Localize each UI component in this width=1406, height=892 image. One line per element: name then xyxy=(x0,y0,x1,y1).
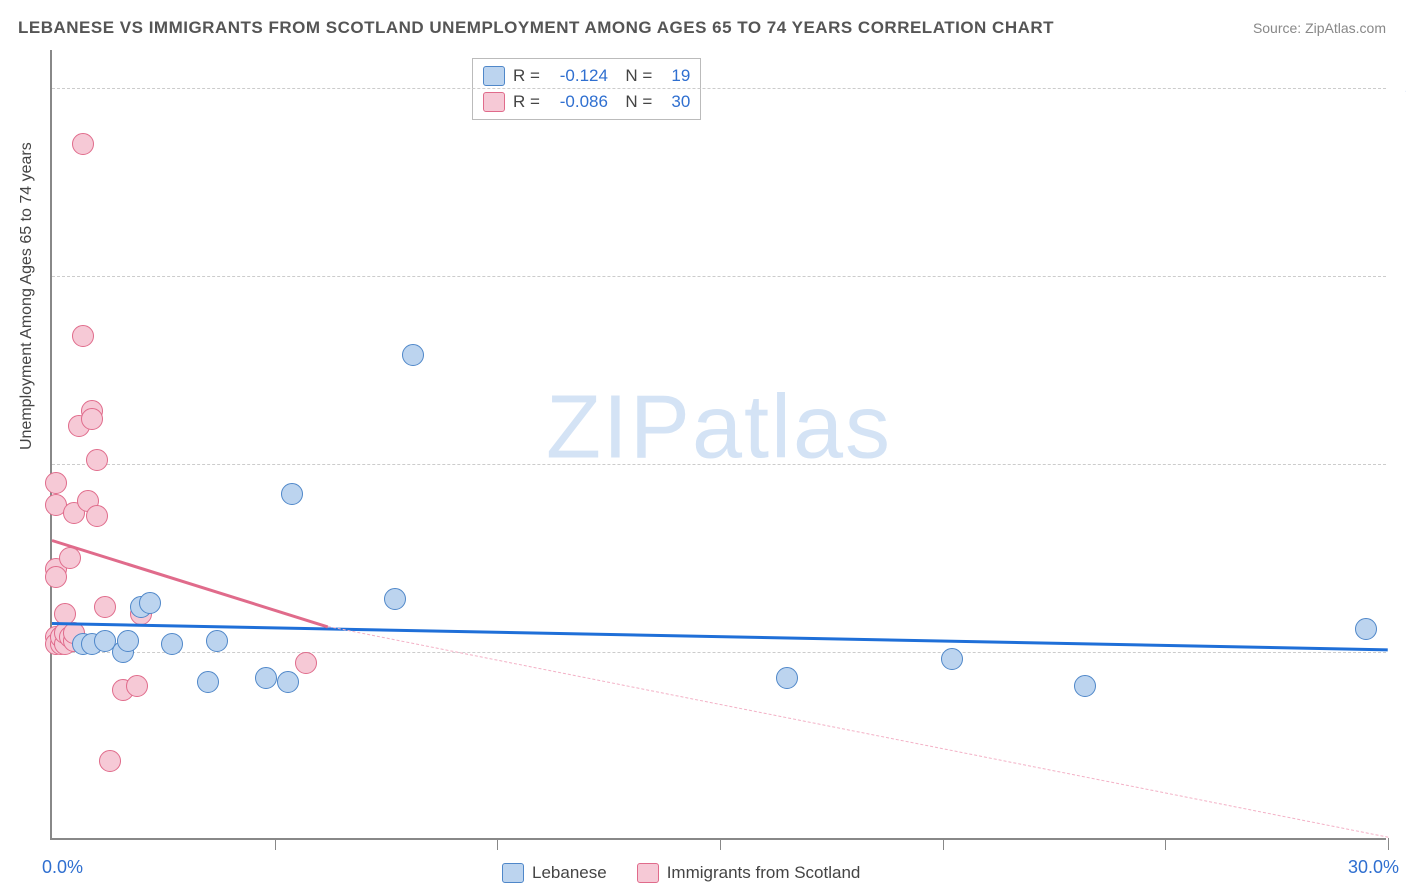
n-label: N = xyxy=(616,66,652,86)
data-point-lebanese xyxy=(255,667,277,689)
data-point-lebanese xyxy=(117,630,139,652)
trend-line xyxy=(328,626,1388,838)
data-point-lebanese xyxy=(1355,618,1377,640)
y-tick-label: 15.0% xyxy=(1396,264,1406,285)
legend-label: Immigrants from Scotland xyxy=(667,863,861,883)
correlation-stats-box: R = -0.124 N = 19 R = -0.086 N = 30 xyxy=(472,58,701,120)
data-point-scotland xyxy=(45,566,67,588)
trend-line xyxy=(52,622,1388,651)
x-tick xyxy=(1165,838,1166,850)
y-axis-title: Unemployment Among Ages 65 to 74 years xyxy=(18,142,36,450)
data-point-lebanese xyxy=(161,633,183,655)
r-value-scotland: -0.086 xyxy=(548,92,608,112)
swatch-lebanese xyxy=(483,66,505,86)
x-tick xyxy=(1388,838,1389,850)
data-point-scotland xyxy=(86,505,108,527)
x-tick-label: 0.0% xyxy=(42,857,83,878)
chart-title: LEBANESE VS IMMIGRANTS FROM SCOTLAND UNE… xyxy=(18,18,1054,38)
data-point-lebanese xyxy=(281,483,303,505)
x-tick-label: 30.0% xyxy=(1348,857,1399,878)
stats-row-lebanese: R = -0.124 N = 19 xyxy=(483,63,690,89)
stats-row-scotland: R = -0.086 N = 30 xyxy=(483,89,690,115)
data-point-scotland xyxy=(86,449,108,471)
data-point-scotland xyxy=(295,652,317,674)
legend-item-lebanese: Lebanese xyxy=(502,863,607,883)
data-point-scotland xyxy=(45,472,67,494)
gridline xyxy=(52,88,1386,89)
r-label: R = xyxy=(513,92,540,112)
gridline xyxy=(52,276,1386,277)
legend-label: Lebanese xyxy=(532,863,607,883)
data-point-lebanese xyxy=(776,667,798,689)
x-tick xyxy=(497,838,498,850)
x-tick xyxy=(943,838,944,850)
data-point-scotland xyxy=(81,408,103,430)
data-point-lebanese xyxy=(402,344,424,366)
data-point-scotland xyxy=(72,325,94,347)
data-point-scotland xyxy=(99,750,121,772)
n-value-scotland: 30 xyxy=(660,92,690,112)
plot-area: ZIPatlas R = -0.124 N = 19 R = -0.086 N … xyxy=(50,50,1386,840)
y-tick-label: 5.0% xyxy=(1396,640,1406,661)
data-point-lebanese xyxy=(277,671,299,693)
legend-item-scotland: Immigrants from Scotland xyxy=(637,863,861,883)
data-point-scotland xyxy=(72,133,94,155)
n-value-lebanese: 19 xyxy=(660,66,690,86)
n-label: N = xyxy=(616,92,652,112)
x-tick xyxy=(275,838,276,850)
swatch-scotland xyxy=(637,863,659,883)
r-value-lebanese: -0.124 xyxy=(548,66,608,86)
r-label: R = xyxy=(513,66,540,86)
data-point-lebanese xyxy=(197,671,219,693)
gridline xyxy=(52,652,1386,653)
data-point-lebanese xyxy=(941,648,963,670)
data-point-lebanese xyxy=(206,630,228,652)
swatch-lebanese xyxy=(502,863,524,883)
data-point-scotland xyxy=(126,675,148,697)
source-label: Source: ZipAtlas.com xyxy=(1253,20,1386,36)
gridline xyxy=(52,464,1386,465)
trend-line xyxy=(52,539,329,628)
data-point-lebanese xyxy=(1074,675,1096,697)
swatch-scotland xyxy=(483,92,505,112)
legend: Lebanese Immigrants from Scotland xyxy=(502,863,860,883)
data-point-scotland xyxy=(94,596,116,618)
y-tick-label: 20.0% xyxy=(1396,76,1406,97)
x-tick xyxy=(720,838,721,850)
data-point-lebanese xyxy=(384,588,406,610)
data-point-lebanese xyxy=(139,592,161,614)
y-tick-label: 10.0% xyxy=(1396,452,1406,473)
